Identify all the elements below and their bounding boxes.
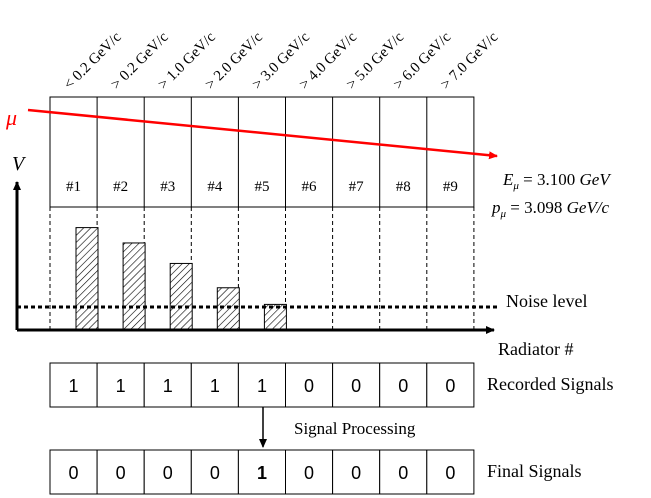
signal-cell: [49, 449, 98, 495]
signal-cell: [426, 362, 475, 408]
signal-plot: [17, 227, 500, 331]
signal-value: 0: [398, 463, 408, 483]
radiator-number: #3: [160, 179, 175, 195]
x-axis-label: Radiator #: [498, 339, 573, 359]
signal-cell: [96, 449, 145, 495]
signal-cell: [143, 449, 192, 495]
signal-value: 0: [163, 463, 173, 483]
signal-value: 0: [116, 463, 126, 483]
signal-bar: [122, 242, 146, 331]
signal-cell: [96, 362, 145, 408]
signal-cell: [379, 362, 428, 408]
signal-cell: [49, 362, 98, 408]
signal-value: 0: [304, 376, 314, 396]
signal-cell: [379, 449, 428, 495]
signal-cell: [190, 362, 239, 408]
signal-value: 1: [257, 376, 267, 396]
radiator-number: #2: [113, 179, 128, 195]
signal-cell: [332, 449, 381, 495]
signal-bar: [169, 262, 193, 331]
signal-value: 0: [351, 463, 361, 483]
signal-cell: [237, 362, 286, 408]
signal-value: 0: [304, 463, 314, 483]
signal-value: 1: [210, 376, 220, 396]
muon-label: μ: [5, 105, 17, 130]
radiator-number: #4: [207, 179, 223, 195]
recorded-signals-label: Recorded Signals: [487, 374, 613, 394]
signal-value: 1: [116, 376, 126, 396]
radiator-number: #1: [66, 179, 81, 195]
final-signals-label: Final Signals: [487, 461, 582, 481]
signal-cell: [426, 449, 475, 495]
signal-value: 0: [398, 376, 408, 396]
signal-value: 0: [210, 463, 220, 483]
radiator-number: #7: [349, 179, 365, 195]
signal-processing-label: Signal Processing: [294, 419, 416, 438]
y-axis-label: V: [12, 153, 27, 175]
signal-bar: [216, 287, 240, 331]
final-signals-row: 0 0 0 0 1 0 0 0 0: [49, 449, 475, 495]
signal-value: 0: [445, 463, 455, 483]
radiator-number: #9: [443, 179, 458, 195]
signal-value: 0: [445, 376, 455, 396]
recorded-signals-row: 1 1 1 1 1 0 0 0 0: [49, 362, 475, 408]
noise-level-label: Noise level: [506, 291, 587, 311]
signal-cell: [190, 449, 239, 495]
muon-track-arrow: [27, 108, 498, 160]
signal-bar: [75, 227, 99, 331]
momentum-label: pμ = 3.098 GeV/c: [491, 198, 610, 220]
energy-label: Eμ = 3.100 GeV: [502, 170, 612, 192]
radiator-number: #5: [254, 179, 269, 195]
radiator-number: #8: [396, 179, 411, 195]
signal-value: 1: [163, 376, 173, 396]
signal-value: 0: [351, 376, 361, 396]
radiator-box-outline: [49, 96, 475, 208]
radiator-grid: #1 #2 #3 #4 #5 #6 #7 #8 #9: [49, 96, 475, 330]
signal-value: 1: [257, 463, 267, 483]
signal-cell: [332, 362, 381, 408]
threshold-labels: < 0.2 GeV/c> 0.2 GeV/c> 1.0 GeV/c> 2.0 G…: [61, 29, 502, 93]
signal-cell: [143, 362, 192, 408]
signal-value: 1: [69, 376, 79, 396]
signal-value: 0: [69, 463, 79, 483]
radiator-number: #6: [302, 179, 318, 195]
